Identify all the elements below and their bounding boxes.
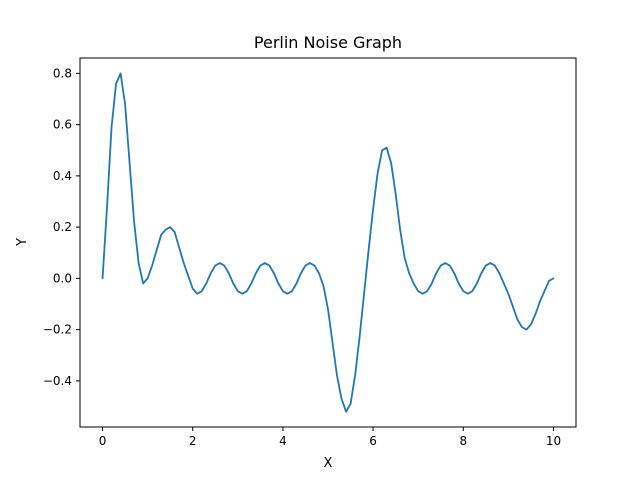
y-tick-label: 0.4 bbox=[53, 169, 72, 183]
x-tick-label: 10 bbox=[546, 434, 561, 448]
x-tick-label: 6 bbox=[369, 434, 377, 448]
x-axis: 0 2 4 6 8 10 bbox=[99, 427, 561, 448]
y-tick-label: 0.0 bbox=[53, 271, 72, 285]
chart-title: Perlin Noise Graph bbox=[254, 33, 402, 52]
x-tick-label: 8 bbox=[459, 434, 467, 448]
y-tick-label: 0.2 bbox=[53, 220, 72, 234]
y-tick-label: 0.6 bbox=[53, 118, 72, 132]
y-tick-label: 0.8 bbox=[53, 66, 72, 80]
x-tick-label: 2 bbox=[189, 434, 197, 448]
y-tick-label: −0.4 bbox=[43, 374, 72, 388]
x-axis-label: X bbox=[324, 456, 333, 471]
y-tick-label: −0.2 bbox=[43, 323, 72, 337]
plot-area bbox=[101, 72, 555, 413]
x-tick-label: 0 bbox=[99, 434, 107, 448]
y-axis-label: Y bbox=[15, 238, 30, 247]
series-line-0 bbox=[101, 72, 555, 413]
plot-frame bbox=[79, 57, 577, 428]
y-axis: −0.4 −0.2 0.0 0.2 0.4 0.6 0.8 bbox=[43, 66, 80, 388]
x-tick-label: 4 bbox=[279, 434, 287, 448]
